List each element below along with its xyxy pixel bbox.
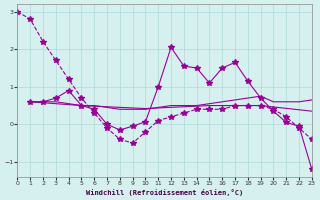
X-axis label: Windchill (Refroidissement éolien,°C): Windchill (Refroidissement éolien,°C) <box>86 189 243 196</box>
